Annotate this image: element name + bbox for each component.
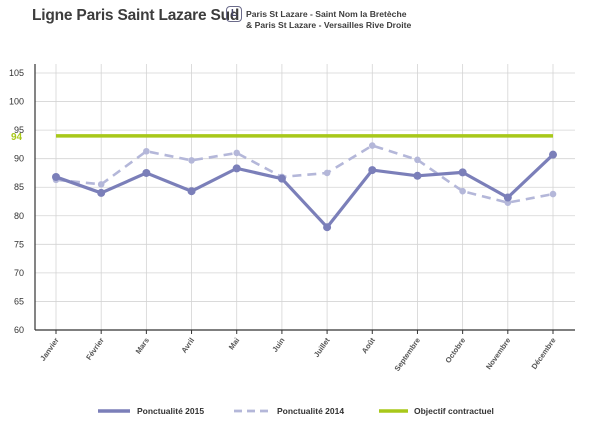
series-ponctualite-2015-point-10: [503, 193, 512, 202]
series-ponctualite-2014-line: [55, 144, 554, 204]
y-tick-label-95: 95: [14, 125, 24, 135]
series-ponctualite-2014-point-6: [323, 169, 331, 177]
legend-label-ponctualite-2014: Ponctualité 2014: [277, 406, 344, 416]
series-ponctualite-2014-point-8: [414, 156, 421, 164]
series-ponctualite-2015-point-5: [277, 174, 286, 183]
series-ponctualite-2015-point-3: [187, 187, 196, 196]
y-tick-label-105: 105: [9, 68, 24, 78]
legend-label-ponctualite-2015: Ponctualité 2015: [137, 406, 204, 416]
series-ponctualite-2014-point-3: [188, 157, 195, 164]
route-subtitle-1: Paris St Lazare - Saint Nom la Bretèche: [246, 9, 407, 19]
series-ponctualite-2015-point-8: [413, 171, 422, 180]
series-ponctualite-2015-point-6: [323, 223, 332, 232]
x-tick-label-8: Septembre: [392, 336, 422, 373]
series-ponctualite-2014-point-7: [368, 142, 376, 149]
y-tick-label-90: 90: [14, 154, 24, 164]
legend-label-objectif-contractuel: Objectif contractuel: [414, 406, 494, 416]
series-ponctualite-2015-point-1: [97, 188, 106, 197]
chart-title: Ligne Paris Saint Lazare Sud: [32, 7, 240, 24]
series-ponctualite-2015-point-11: [549, 150, 557, 159]
y-tick-label-65: 65: [14, 296, 24, 306]
legend: Ponctualité 2015 Ponctualité 2014 Objectif…: [98, 406, 494, 416]
series-ponctualite-2014-point-11: [549, 190, 557, 198]
y-tick-label-60: 60: [14, 325, 24, 335]
series-ponctualite-2015-point-4: [232, 164, 241, 173]
x-tick-label-3: Avril: [179, 336, 196, 355]
y-tick-label-75: 75: [14, 239, 24, 249]
x-tick-label-6: Juillet: [312, 336, 332, 359]
series-ponctualite-2014-point-2: [143, 147, 150, 155]
series-layer: 94: [11, 132, 557, 232]
axis-layer: 60 65 70 75 80 85 90 95 100 105 Janvier Février Mars…: [9, 64, 575, 373]
series-ponctualite-2015-point-0: [52, 172, 60, 181]
line-l-badge: L: [226, 6, 242, 22]
series-ponctualite-2014-point-4: [233, 149, 241, 157]
series-ponctualite-2014-point-9: [459, 187, 466, 195]
series-ponctualite-2015-line: [55, 153, 555, 229]
y-tick-label-85: 85: [14, 182, 24, 192]
x-tick-label-11: Décembre: [529, 336, 557, 371]
y-tick-label-80: 80: [14, 211, 24, 221]
x-tick-label-10: Novembre: [484, 336, 512, 371]
grid-layer: [35, 64, 575, 331]
target-value-label: 94: [11, 132, 23, 143]
y-tick-label-70: 70: [14, 268, 24, 278]
x-tick-label-4: Mai: [227, 336, 242, 351]
series-ponctualite-2015-point-9: [458, 168, 467, 177]
series-ponctualite-2015-point-7: [368, 166, 377, 175]
y-tick-label-100: 100: [9, 97, 24, 107]
x-tick-label-7: Août: [360, 336, 377, 356]
x-tick-label-9: Octobre: [443, 336, 467, 365]
series-ponctualite-2015-point-2: [142, 168, 151, 177]
series-ponctualite-2014-point-1: [97, 181, 105, 188]
x-tick-label-2: Mars: [134, 336, 151, 356]
x-tick-label-1: Février: [84, 336, 106, 362]
route-subtitle-2: & Paris St Lazare - Versailles Rive Droi…: [246, 20, 412, 30]
x-tick-label-0: Janvier: [38, 336, 60, 363]
x-tick-label-5: Juin: [270, 336, 286, 354]
